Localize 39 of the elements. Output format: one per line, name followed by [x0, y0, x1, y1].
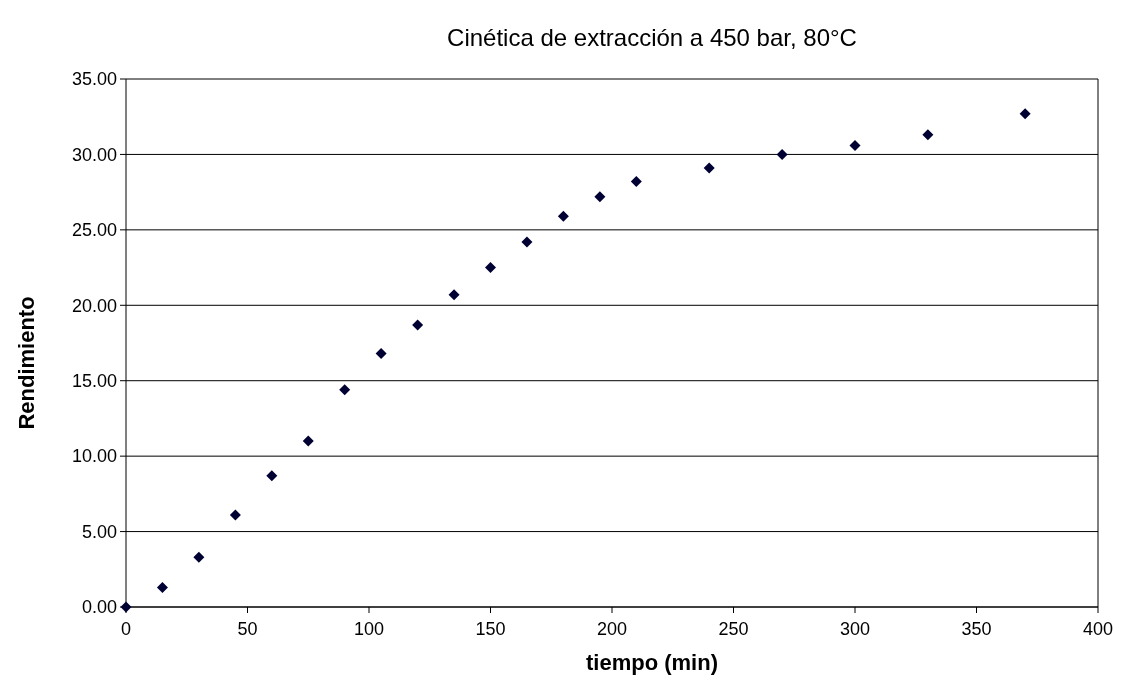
y-tick-label: 25.00 [71, 220, 117, 241]
y-tick-label: 30.00 [71, 144, 117, 165]
y-tick-label: 10.00 [71, 446, 117, 467]
point [266, 470, 278, 482]
point [776, 148, 788, 160]
point [1019, 108, 1031, 120]
x-tick-label: 150 [475, 619, 506, 639]
point [375, 348, 387, 360]
y-tick-label: 35.00 [71, 69, 117, 90]
y-axis-title: Rendimiento [14, 296, 39, 430]
point [412, 319, 424, 331]
point [302, 435, 314, 447]
point [630, 176, 642, 188]
point [521, 236, 533, 248]
point [557, 210, 569, 222]
y-tick-label: 0.00 [81, 597, 117, 618]
point [156, 581, 168, 593]
point [849, 139, 861, 151]
point [339, 384, 351, 396]
point [594, 191, 606, 203]
point [485, 262, 496, 274]
x-tick-label: 200 [596, 619, 628, 639]
point [193, 551, 205, 563]
point [229, 509, 241, 521]
chart-title: Cinética de extracción a 450 bar, 80°C [447, 24, 857, 51]
y-tick-label: 5.00 [81, 521, 117, 542]
x-tick-label: 100 [353, 619, 385, 639]
x-axis-title: tiempo (min) [586, 650, 718, 675]
x-tick-label: 0 [120, 619, 132, 639]
point [922, 129, 934, 141]
y-tick-label: 15.00 [71, 371, 117, 392]
x-tick-label: 250 [718, 619, 749, 639]
x-tick-label: 400 [1082, 619, 1114, 639]
point [703, 162, 715, 174]
x-tick-label: 300 [839, 619, 871, 639]
point [448, 289, 460, 301]
y-tick-label: 20.00 [71, 295, 117, 316]
x-tick-label: 350 [961, 619, 992, 639]
x-tick-label: 50 [237, 619, 258, 639]
